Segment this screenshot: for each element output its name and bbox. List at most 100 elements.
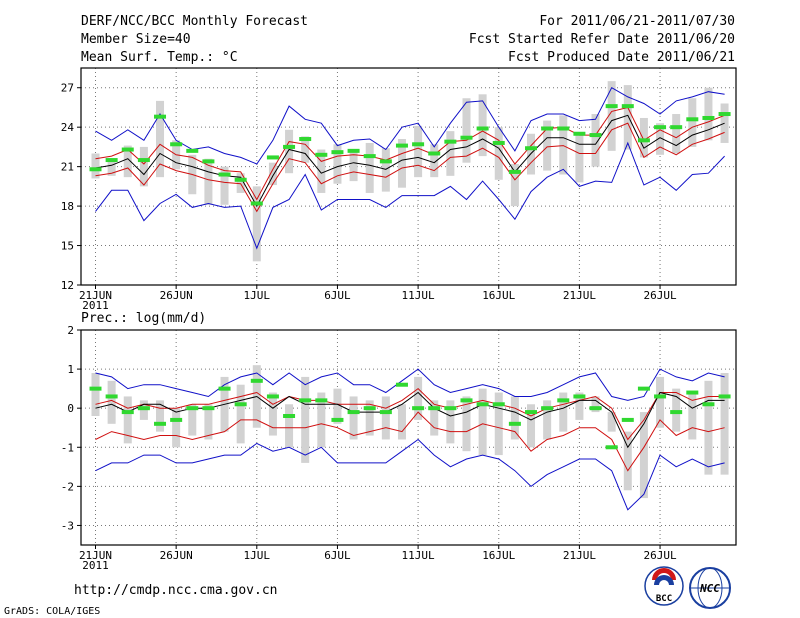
precip-spread-box — [720, 373, 729, 475]
temp-ensemble-marker — [89, 167, 102, 172]
precip-max-line — [95, 368, 725, 401]
bcc-logo: BCC — [644, 566, 684, 606]
temp-ensemble-marker — [492, 140, 505, 145]
temp-min-line — [95, 141, 725, 250]
temp-ensemble-marker — [702, 115, 715, 120]
precip-ensemble-marker — [460, 398, 473, 403]
precip-ensemble-marker — [363, 406, 376, 411]
temp-spread-box — [236, 173, 245, 193]
temp-ensemble-marker — [605, 104, 618, 109]
precip-xtick-label: 16JUL — [482, 549, 515, 562]
precip-ensemble-marker — [702, 402, 715, 407]
temp-ensemble-marker — [283, 144, 296, 149]
precip-spread-box — [494, 392, 503, 456]
temp-ensemble-marker — [444, 139, 457, 144]
precip-ensemble-marker — [154, 421, 167, 426]
precip-ensemble-marker — [234, 402, 247, 407]
member-size-label: Member Size=40 — [81, 32, 191, 47]
temp-spread-box — [91, 153, 100, 179]
temp-spread-box — [591, 114, 600, 167]
precip-ensemble-marker — [186, 406, 199, 411]
temp-spread-box — [204, 158, 213, 205]
temp-ensemble-marker — [121, 147, 134, 152]
temp-ensemble-marker — [412, 142, 425, 147]
temp-ensemble-marker — [170, 142, 183, 147]
temp-spread-box — [478, 94, 487, 157]
precip-ensemble-marker — [573, 394, 586, 399]
temp-spread-box — [672, 114, 681, 154]
precip-xtick-label: 26JUL — [643, 549, 676, 562]
bcc-logo-arc-blue — [654, 575, 674, 585]
precip-spread-box — [688, 392, 697, 440]
temp-spread-box — [543, 120, 552, 171]
precip-mean-line — [95, 391, 725, 449]
temp-spread-box — [704, 87, 713, 141]
precip-spread-box — [156, 400, 165, 432]
precip-ensemble-marker — [589, 406, 602, 411]
temp-ensemble-marker — [379, 159, 392, 164]
temp-spread-box — [317, 149, 326, 193]
temp-spread-box — [301, 136, 310, 163]
precip-spread-box — [107, 380, 116, 424]
temp-ensemble-marker — [363, 154, 376, 159]
temp-spread-box — [623, 85, 632, 150]
temp-ensemble-marker — [347, 148, 360, 153]
precip-spread-box — [365, 400, 374, 436]
precip-ensemble-marker — [508, 421, 521, 426]
precip-ensemble-marker — [476, 402, 489, 407]
precip-ytick-label: -3 — [61, 519, 74, 532]
temp-spread-box — [107, 158, 116, 176]
precip-ensemble-marker — [541, 406, 554, 411]
temp-spread-box — [688, 98, 697, 147]
precip-spread-box — [285, 404, 294, 448]
precip-ytick-label: -1 — [61, 441, 74, 454]
precip-spread-box — [607, 412, 616, 432]
precip-ensemble-marker — [557, 398, 570, 403]
temp-ensemble-marker — [250, 201, 263, 206]
precip-spread-box — [639, 412, 648, 499]
temp-ensemble-marker — [508, 169, 521, 174]
precip-ensemble-marker — [492, 402, 505, 407]
precip-spread-box — [91, 373, 100, 416]
precip-ensemble-marker — [670, 410, 683, 415]
temp-spread-box — [365, 142, 374, 193]
precip-ensemble-marker — [315, 398, 328, 403]
precip-xtick-label: 26JUN — [160, 549, 193, 562]
temp-spread-box — [349, 150, 358, 182]
temp-ytick-label: 24 — [61, 121, 75, 134]
temp-spread-box — [656, 123, 665, 155]
temp-ytick-label: 15 — [61, 240, 74, 253]
precip-ensemble-marker — [525, 410, 538, 415]
precip-ensemble-marker — [266, 394, 279, 399]
forecast-period: For 2011/06/21-2011/07/30 — [539, 14, 735, 29]
precip-ytick-label: 0 — [67, 402, 74, 415]
precip-ensemble-marker — [718, 394, 731, 399]
precip-ensemble-marker — [331, 417, 344, 422]
temperature-panel: 12 15 18 21 24 27 21JUN 26JUN 1JUL 6JUL 11JUL 16JUL… — [61, 67, 737, 312]
precip-spread-box — [527, 404, 536, 448]
precip-ensemble-marker — [202, 406, 215, 411]
temp-ensemble-marker — [686, 117, 699, 122]
temp-ensemble-marker — [654, 125, 667, 130]
temp-ensemble-marker — [460, 135, 473, 140]
precip-xtick-label: 6JUL — [324, 549, 351, 562]
source-url[interactable]: http://cmdp.ncc.cma.gov.cn — [74, 583, 278, 598]
figure-title: DERF/NCC/BCC Monthly Forecast — [81, 14, 308, 29]
precip-spread-box — [236, 384, 245, 444]
temp-spread-box — [285, 129, 294, 174]
precip-xtick-label: 21JUL — [563, 549, 596, 562]
precip-spread-box — [575, 392, 584, 420]
precip-spread-box — [414, 376, 423, 420]
precip-ensemble-marker — [637, 386, 650, 391]
temp-spread-box — [494, 127, 503, 180]
precip-ensemble-marker — [250, 378, 263, 383]
precip-ytick-label: 1 — [67, 363, 74, 376]
temp-spread-box — [575, 132, 584, 183]
temp-ensemble-marker — [476, 126, 489, 131]
temp-ensemble-marker — [428, 151, 441, 156]
temp-plot-frame — [80, 67, 737, 286]
precip-ensemble-marker — [121, 410, 134, 415]
temp-upper-line — [95, 106, 725, 201]
temp-ensemble-marker — [525, 146, 538, 151]
